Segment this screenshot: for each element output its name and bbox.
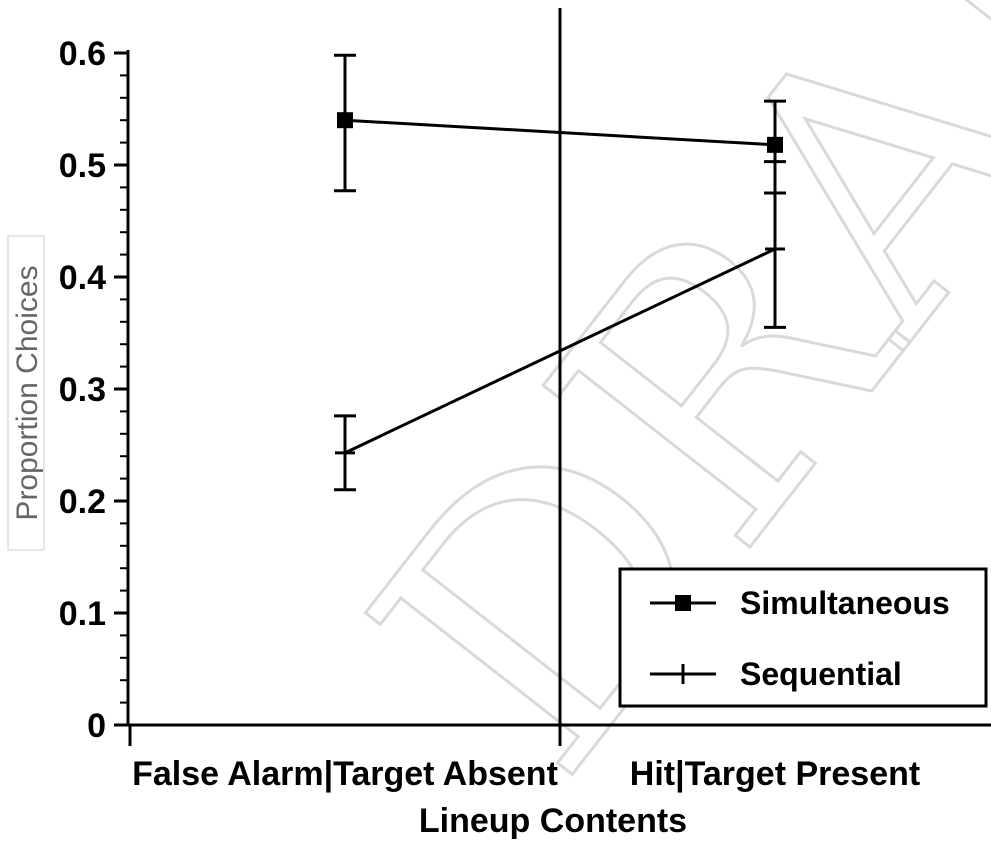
y-tick-label: 0.6: [59, 35, 106, 73]
legend-box: [618, 567, 988, 708]
legend-label-sequential: Sequential: [740, 656, 902, 692]
y-tick-label: 0.4: [59, 259, 106, 297]
x-category-label-0: False Alarm|Target Absent: [132, 755, 558, 793]
series-line: [344, 118, 776, 147]
series-simultaneous: [334, 53, 786, 195]
legend: Simultaneous Sequential: [618, 567, 988, 708]
y-tick-label: 0.5: [59, 147, 106, 185]
legend-items: [650, 595, 716, 684]
legend-marker-square: [675, 595, 691, 611]
y-tick-label: 0: [87, 707, 106, 745]
series-sequential: [334, 160, 786, 492]
watermark-text: DRAFT: [297, 0, 991, 842]
data-point-square: [767, 136, 783, 153]
series-line: [344, 247, 776, 455]
legend-label-simultaneous: Simultaneous: [740, 585, 950, 621]
x-axis-title: Lineup Contents: [419, 802, 687, 840]
y-tick-label: 0.2: [59, 483, 106, 521]
data-point-square: [337, 112, 353, 129]
y-axis-ticks: 0 0.1 0.2 0.3 0.4 0.5 0.6: [59, 35, 128, 745]
y-tick-label: 0.3: [59, 371, 106, 409]
y-tick-label: 0.1: [59, 595, 106, 633]
y-axis-title-box: [7, 235, 45, 551]
watermark: DRAFT: [295, 0, 991, 844]
x-category-label-1: Hit|Target Present: [630, 755, 920, 793]
series-layer: [334, 53, 786, 492]
y-axis-title: Proportion Choices: [11, 265, 44, 520]
